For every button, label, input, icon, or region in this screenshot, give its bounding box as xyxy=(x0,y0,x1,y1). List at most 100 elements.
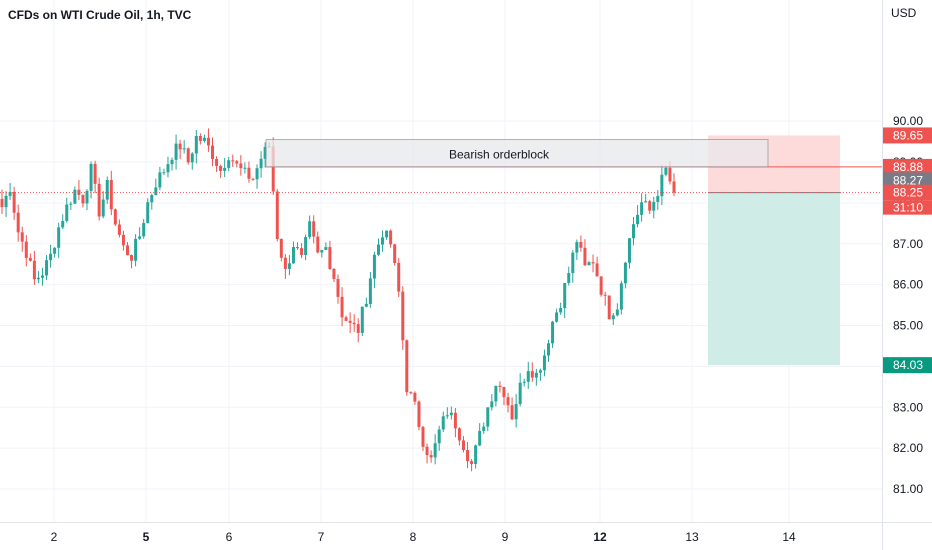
candle xyxy=(352,314,356,332)
candle-body xyxy=(28,257,32,261)
candle xyxy=(441,411,445,433)
candle xyxy=(0,189,4,215)
candle-body xyxy=(146,202,150,224)
bearish-orderblock[interactable]: Bearish orderblock xyxy=(265,139,769,168)
chart-grid xyxy=(0,0,882,522)
candle xyxy=(16,204,20,242)
candle-body xyxy=(231,160,235,162)
candle-body xyxy=(457,428,461,441)
candle-body xyxy=(433,443,437,458)
candle-body xyxy=(130,255,134,261)
candle xyxy=(93,160,97,194)
candle-body xyxy=(368,278,372,304)
candle xyxy=(421,425,425,451)
candle-body xyxy=(352,322,356,325)
candle xyxy=(61,214,65,229)
candle xyxy=(312,215,316,244)
orderblock-box xyxy=(265,139,769,168)
price-label-bg xyxy=(883,357,932,374)
candle xyxy=(644,193,648,203)
candle xyxy=(409,391,413,395)
candle xyxy=(632,216,636,246)
candle-body xyxy=(324,247,328,250)
x-tick-label: 6 xyxy=(226,530,233,544)
candle xyxy=(158,166,162,191)
candle-body xyxy=(417,401,421,427)
candle-body xyxy=(89,163,93,191)
candle-body xyxy=(348,320,352,323)
price-label-text: 88.27 xyxy=(893,173,923,187)
candle-body xyxy=(470,461,474,464)
candle-body xyxy=(332,268,336,279)
candle-body xyxy=(182,148,186,150)
candle xyxy=(324,242,328,250)
candle xyxy=(494,385,498,407)
candle-body xyxy=(490,401,494,408)
candle-body xyxy=(49,253,53,261)
candle xyxy=(316,231,320,254)
candle xyxy=(368,272,372,308)
candle xyxy=(514,394,518,428)
candle xyxy=(146,198,150,224)
candle-body xyxy=(393,244,397,263)
candle-body xyxy=(364,303,368,307)
price-axis[interactable]: 81.0082.0083.0084.0085.0086.0087.0088.00… xyxy=(882,0,924,550)
candle-body xyxy=(178,143,182,150)
candle xyxy=(28,253,32,262)
candle-body xyxy=(389,230,393,245)
candle-body xyxy=(45,260,49,276)
candle-body xyxy=(478,430,482,446)
candle-body xyxy=(376,244,380,255)
candle-body xyxy=(449,412,453,416)
candle-body xyxy=(530,371,534,378)
price-label-current: 88.25 xyxy=(883,184,932,201)
candle xyxy=(502,386,506,406)
candle xyxy=(142,218,146,239)
candle xyxy=(154,178,158,196)
candle-body xyxy=(271,146,275,192)
time-axis[interactable]: 2 5 6 7 8 9 12 13 14 xyxy=(0,522,932,545)
candle-body xyxy=(283,257,287,269)
candle-body xyxy=(4,195,8,208)
candle-body xyxy=(437,429,441,444)
candle-body xyxy=(579,241,583,248)
price-label-bg xyxy=(883,158,932,175)
candle xyxy=(372,251,376,289)
candle xyxy=(466,442,470,469)
candle-body xyxy=(235,161,239,164)
candle xyxy=(328,240,332,270)
candle xyxy=(36,271,40,284)
x-tick-label: 9 xyxy=(502,530,509,544)
candle-body xyxy=(486,407,490,427)
candle xyxy=(486,407,490,432)
candle xyxy=(320,249,324,258)
position-zones[interactable] xyxy=(708,135,840,366)
candle xyxy=(211,137,215,167)
candle-body xyxy=(619,283,623,310)
candle xyxy=(433,434,437,465)
candle-body xyxy=(117,224,121,235)
candle-body xyxy=(0,198,4,208)
candle xyxy=(65,197,69,223)
price-label-last: 88.27 xyxy=(883,172,932,189)
candle xyxy=(405,339,409,396)
candle xyxy=(49,244,53,268)
candle xyxy=(656,190,660,210)
take-profit-zone xyxy=(708,192,840,366)
candle-body xyxy=(227,160,231,168)
candle-body xyxy=(542,355,546,371)
candle xyxy=(105,176,109,204)
candle xyxy=(599,276,603,297)
candle-body xyxy=(603,294,607,296)
candle-body xyxy=(223,167,227,171)
candle xyxy=(518,373,522,407)
candle-body xyxy=(312,221,316,237)
candle xyxy=(170,157,174,171)
candle-body xyxy=(466,450,470,462)
price-label-text: 88.25 xyxy=(893,186,923,200)
x-tick-label: 14 xyxy=(782,530,796,544)
candle-body xyxy=(627,238,631,263)
candle xyxy=(182,140,186,154)
candle-body xyxy=(514,404,518,420)
